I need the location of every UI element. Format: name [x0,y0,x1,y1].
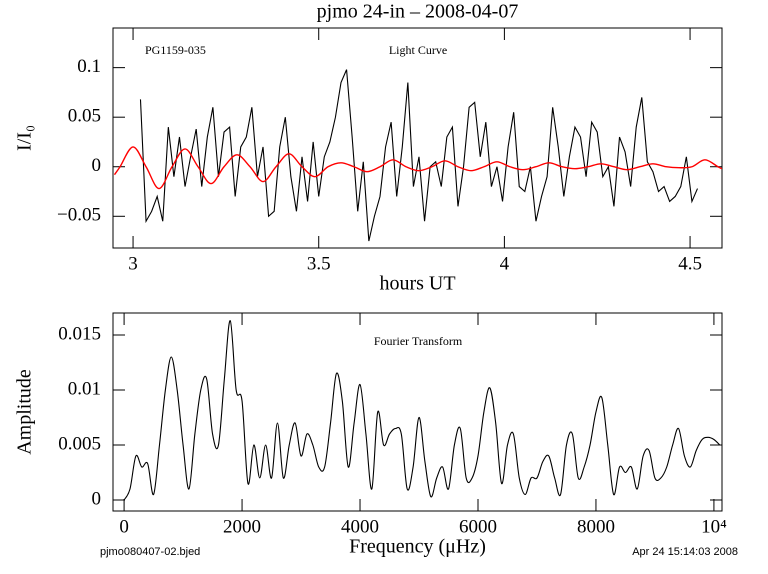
x-tick-label: 4 [500,253,510,274]
footer-right: Apr 24 15:14:03 2008 [632,546,738,558]
x-axis-label: hours UT [379,273,455,295]
y-tick-label: −0.05 [57,205,101,226]
annotation: Fourier Transform [374,334,463,348]
y-tick-label: 0 [92,155,102,176]
data-line [139,69,698,242]
plot-frame [112,27,723,249]
x-tick-label: 4000 [341,516,379,537]
annotation: PG1159-035 [145,43,206,57]
data-line [123,320,721,501]
x-tick-label: 3.5 [307,253,331,274]
y-tick-label: 0.01 [68,378,101,399]
x-tick-label: 10⁴ [701,516,727,537]
chart-title: pjmo 24-in – 2008-04-07 [317,1,519,23]
x-axis-label: Frequency (μHz) [349,536,486,558]
data-line [113,146,722,190]
x-tick-label: 0 [119,516,129,537]
y-tick-label: 0.015 [58,323,101,344]
x-tick-label: 8000 [577,516,615,537]
y-axis-label: I/I₀ [14,125,36,151]
x-tick-label: 3 [128,253,138,274]
y-tick-label: 0 [92,488,102,509]
x-tick-label: 2000 [223,516,261,537]
annotation: Light Curve [389,43,447,57]
y-tick-label: 0.05 [68,106,101,127]
x-tick-label: 4.5 [678,253,702,274]
y-tick-label: 0.005 [58,433,101,454]
x-tick-label: 6000 [459,516,497,537]
footer-left: pjmo080407-02.bjed [100,546,200,558]
plot-frame [112,312,723,512]
y-tick-label: 0.1 [77,56,101,77]
y-axis-label: Amplitude [14,369,36,455]
